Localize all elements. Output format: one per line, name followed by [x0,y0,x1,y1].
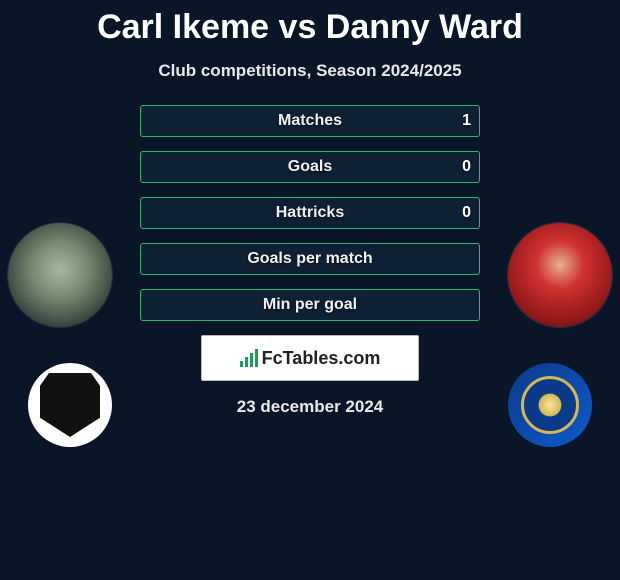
comparison-panel: Matches 1 Goals 0 Hattricks 0 Goals per … [0,105,620,417]
stat-row: Matches 1 [140,105,480,137]
club-right-logo [508,363,592,447]
club-left-logo [28,363,112,447]
watermark-text: FcTables.com [262,348,381,369]
stat-label: Matches [141,106,479,136]
stat-row: Goals per match [140,243,480,275]
stat-label: Goals [141,152,479,182]
player-left-avatar [8,223,112,327]
stat-value-right: 1 [462,106,471,136]
player-right-avatar [508,223,612,327]
stat-rows: Matches 1 Goals 0 Hattricks 0 Goals per … [140,105,480,321]
watermark-badge: FcTables.com [201,335,419,381]
page-title: Carl Ikeme vs Danny Ward [0,8,620,47]
bars-icon [240,349,258,367]
stat-value-right: 0 [462,198,471,228]
stat-row: Hattricks 0 [140,197,480,229]
stat-row: Goals 0 [140,151,480,183]
stat-value-right: 0 [462,152,471,182]
stat-label: Hattricks [141,198,479,228]
stat-label: Goals per match [141,244,479,274]
page-subtitle: Club competitions, Season 2024/2025 [0,61,620,81]
stat-row: Min per goal [140,289,480,321]
stat-label: Min per goal [141,290,479,320]
